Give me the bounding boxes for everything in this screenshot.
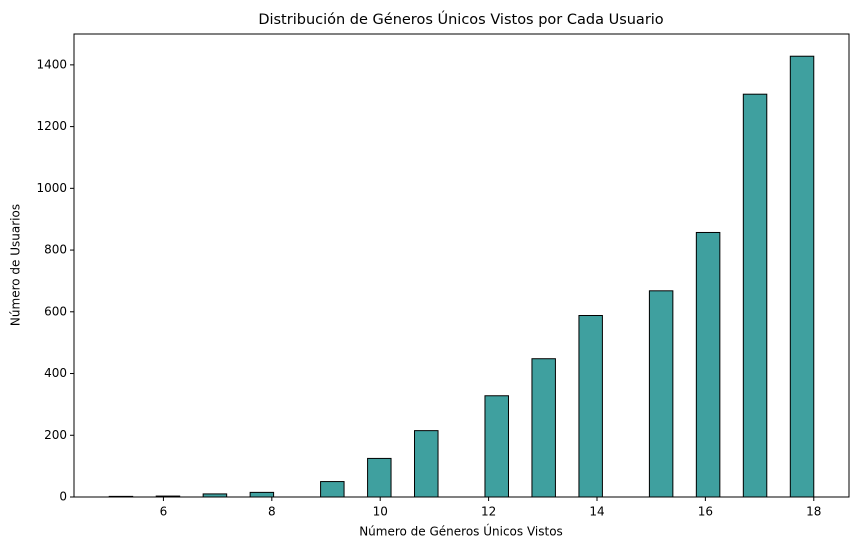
y-tick-label: 600: [44, 304, 67, 318]
x-tick-label: 8: [268, 505, 276, 519]
bar: [531, 358, 556, 498]
y-tick-label: 1200: [36, 119, 67, 133]
chart-title: Distribución de Géneros Únicos Vistos po…: [258, 10, 663, 28]
y-tick-label: 0: [59, 490, 67, 504]
bar: [484, 395, 509, 498]
y-axis-label: Número de Usuarios: [9, 204, 23, 326]
x-tick-label: 10: [373, 505, 388, 519]
bar: [249, 491, 275, 498]
x-tick-label: 18: [806, 505, 821, 519]
bar: [320, 481, 345, 498]
y-tick-label: 1000: [36, 181, 67, 195]
bar: [648, 290, 674, 498]
bar: [695, 231, 721, 498]
x-tick-label: 16: [698, 505, 713, 519]
bar: [414, 430, 439, 498]
x-tick-label: 12: [481, 505, 496, 519]
y-tick-label: 800: [44, 243, 67, 257]
bar: [789, 55, 815, 498]
bar: [367, 457, 392, 498]
bar: [742, 93, 768, 498]
plot-frame: [73, 33, 850, 498]
x-tick-label: 14: [589, 505, 604, 519]
y-tick-label: 1400: [36, 57, 67, 71]
y-tick-label: 200: [44, 428, 67, 442]
x-tick-label: 6: [160, 505, 168, 519]
x-axis-label: Número de Géneros Únicos Vistos: [359, 524, 563, 539]
bar: [578, 315, 603, 498]
y-tick-label: 400: [44, 366, 67, 380]
